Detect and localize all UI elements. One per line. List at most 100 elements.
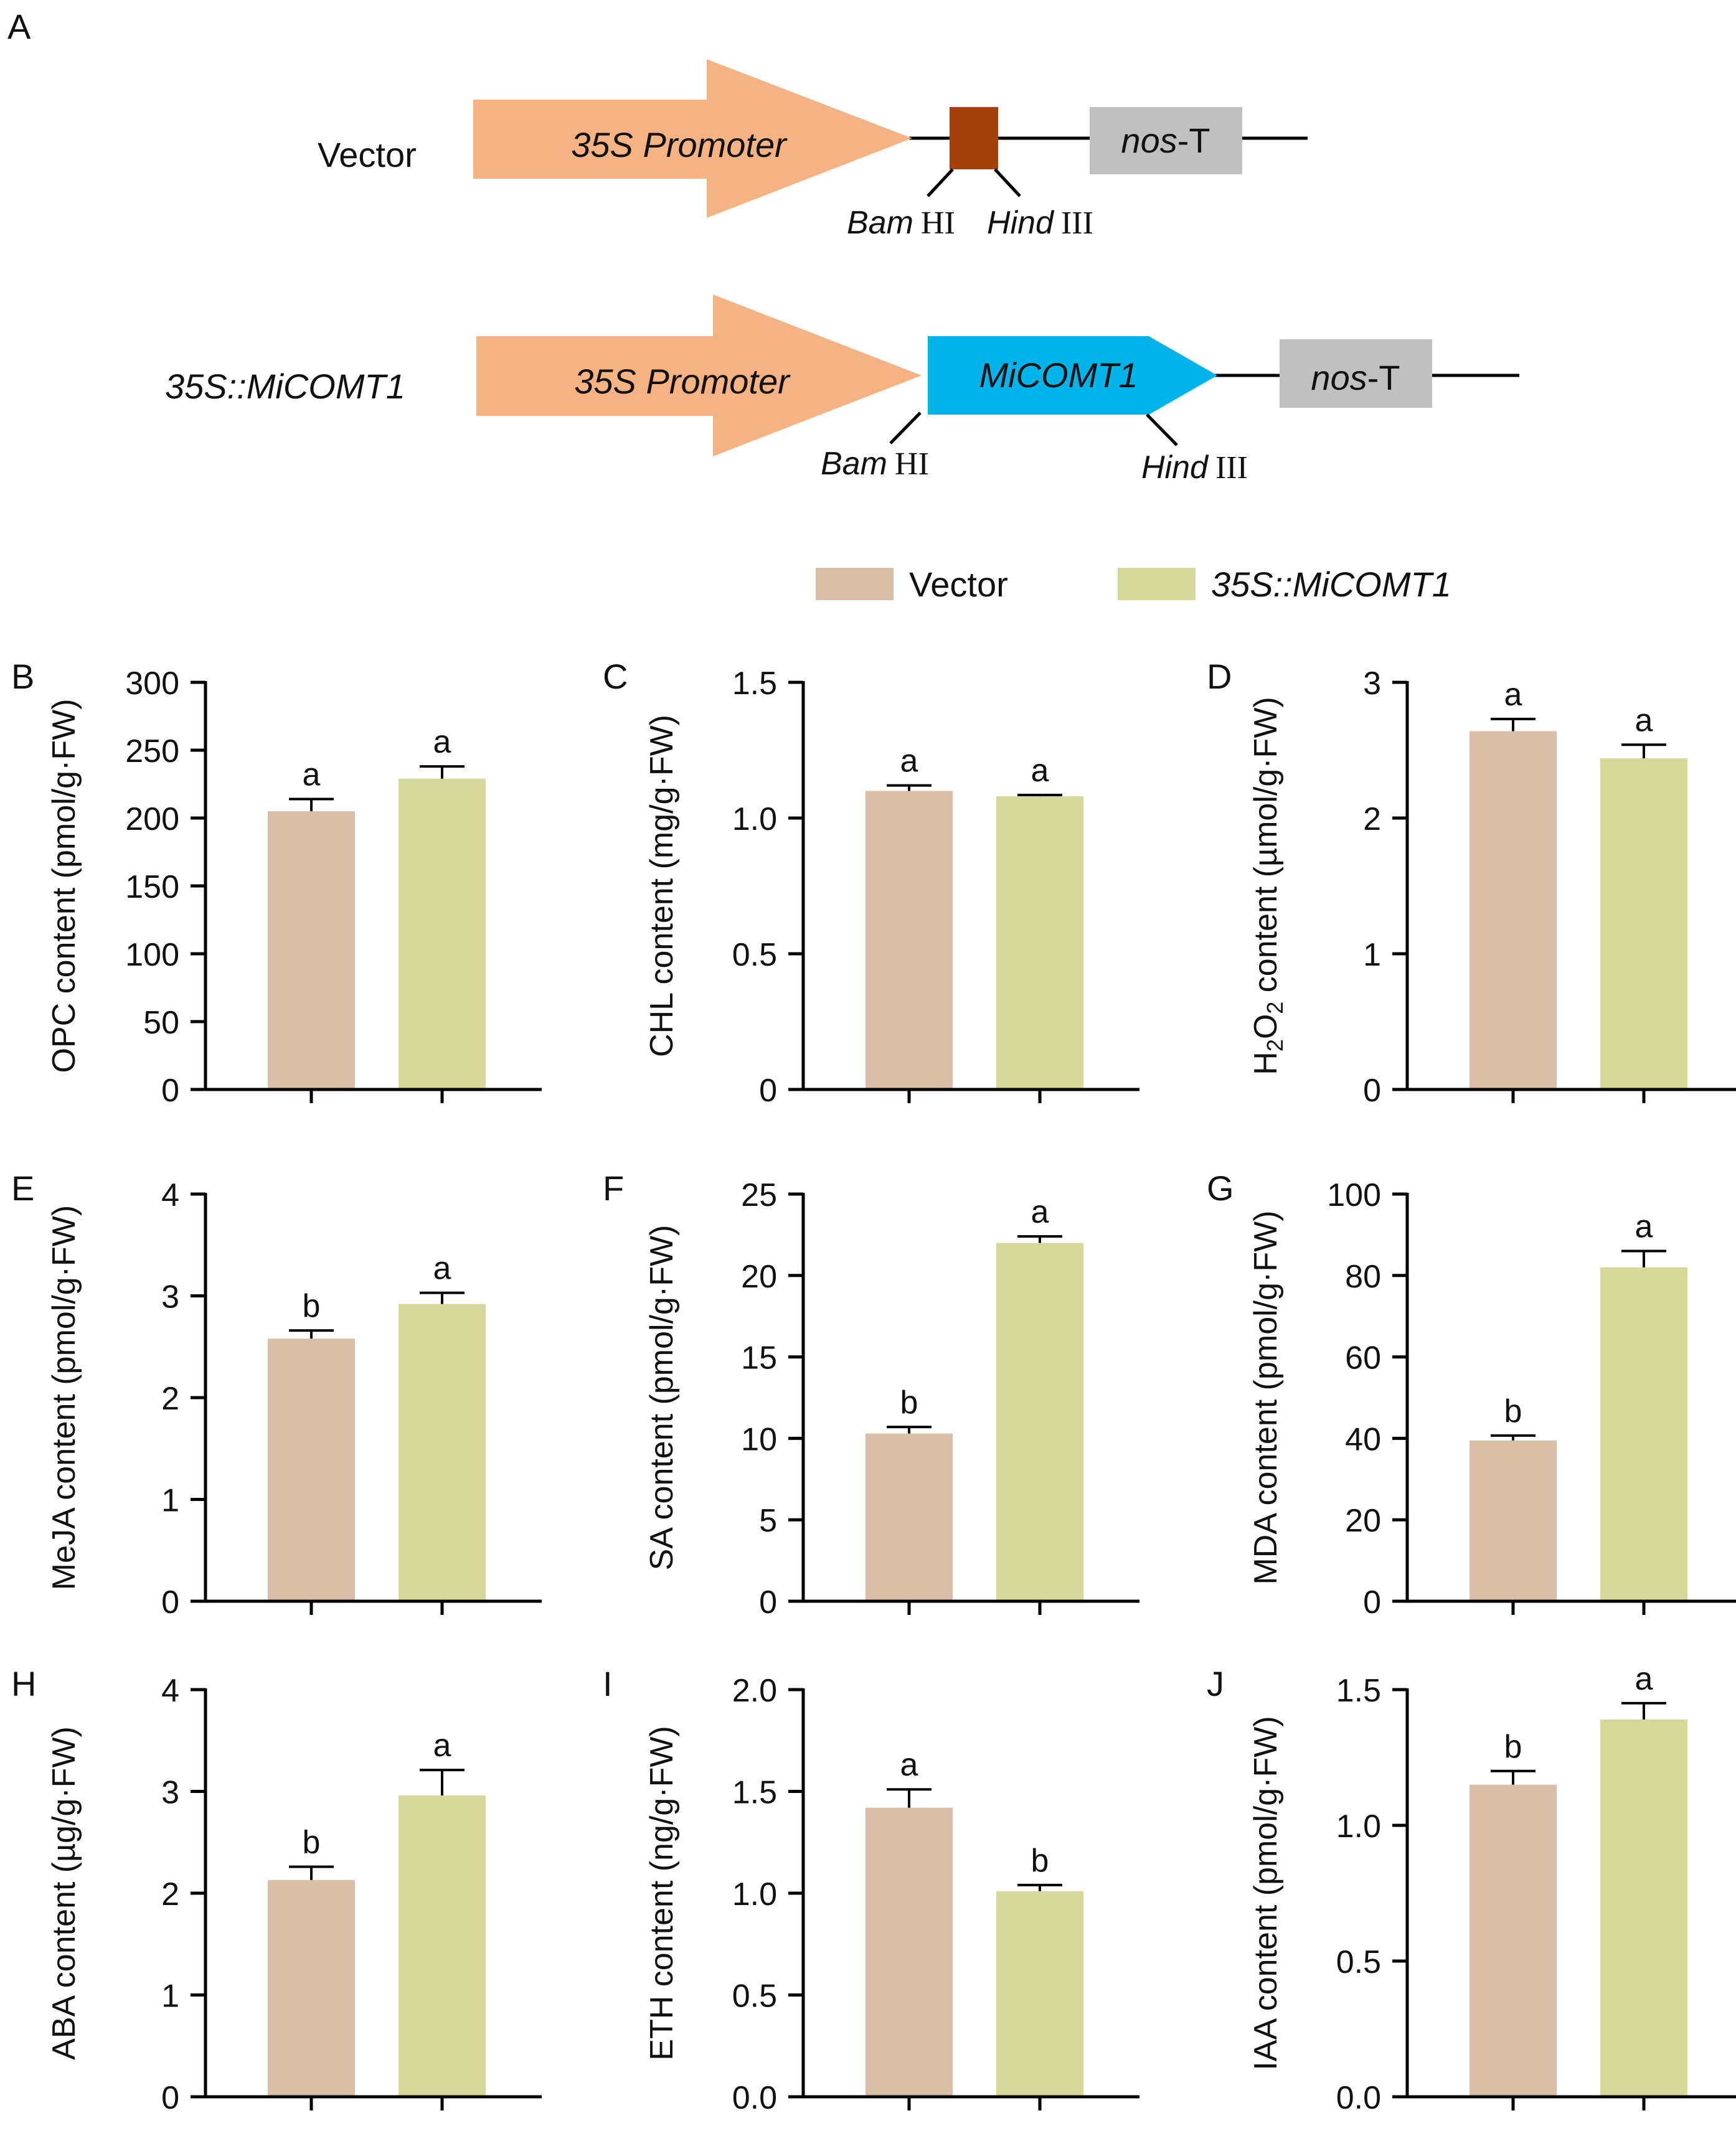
y-tick-label-h-2: 2 (161, 1876, 179, 1913)
overexp-gene-arrow (928, 336, 1217, 415)
panel-letter-f: F (603, 1169, 624, 1208)
y-axis-title-c: CHL content (mg/g·FW) (644, 715, 680, 1057)
y-tick-label-b-2: 100 (125, 937, 179, 973)
y-tick-label-c-1: 0.5 (732, 937, 777, 973)
y-tick-label-j-3: 1.5 (1336, 1673, 1381, 1709)
vector-bamhi-label: Bam HI (847, 205, 955, 241)
vector-promoter-arrow (473, 59, 912, 218)
panel-letter-g: G (1207, 1169, 1234, 1208)
y-axis-title-j: IAA content (pmol/g·FW) (1248, 1716, 1284, 2070)
bar-d-vector (1469, 731, 1557, 1089)
chart-j: Jb a 0.0 0.5 1.0 1.5 IAA content (pmol/g·FW) (1207, 1661, 1736, 2116)
y-axis-title-e: MeJA content (pmol/g·FW) (46, 1205, 82, 1590)
y-axis-title-f: SA content (pmol/g·FW) (644, 1225, 680, 1571)
y-tick-label-j-2: 1.0 (1336, 1809, 1381, 1845)
bar-d-overexp (1600, 758, 1687, 1089)
bar-g-vector (1469, 1440, 1557, 1601)
sig-letter-h-0: b (303, 1824, 321, 1860)
sig-letter-f-0: b (900, 1385, 918, 1421)
sig-letter-h-1: a (433, 1728, 451, 1764)
y-tick-label-g-1: 20 (1345, 1503, 1381, 1539)
overexp-promoter-label: 35S Promoter (574, 362, 791, 401)
bar-i-vector (866, 1807, 953, 2097)
y-axis-title-g: MDA content (pmol/g·FW) (1248, 1210, 1284, 1584)
bar-h-vector (268, 1880, 355, 2097)
y-tick-label-g-0: 0 (1363, 1584, 1381, 1621)
bar-j-overexp (1600, 1719, 1687, 2097)
y-tick-label-f-3: 15 (741, 1340, 777, 1376)
vector-construct: Vector 35S Promoter Bam HI Hind III nos-T (318, 59, 1308, 241)
legend-swatch-overexp (1118, 568, 1196, 600)
overexp-terminator-box (1280, 339, 1432, 408)
chart-f: Fb a 0 5 10 15 20 25 SA content (pmol/g·FW) (603, 1169, 1139, 1621)
y-tick-label-e-2: 2 (161, 1381, 179, 1417)
y-tick-label-c-0: 0 (759, 1073, 777, 1109)
y-axis-title-h: ABA content (µg/g·FW) (46, 1726, 82, 2060)
vector-terminator-label: nos-T (1121, 121, 1210, 160)
vector-construct-label: Vector (318, 135, 417, 174)
y-tick-label-c-2: 1.0 (732, 801, 777, 837)
legend-label-vector: Vector (909, 565, 1008, 604)
y-tick-label-i-3: 1.5 (732, 1775, 777, 1811)
y-tick-label-e-3: 3 (161, 1279, 179, 1315)
sig-letter-e-0: b (303, 1288, 321, 1324)
y-tick-label-g-4: 80 (1345, 1259, 1381, 1295)
legend-swatch-vector (816, 568, 894, 600)
panel-letter-b: B (11, 657, 34, 696)
vector-hindiii-label: Hind III (987, 205, 1093, 241)
panel-letter-d: D (1207, 657, 1232, 696)
vector-promoter-label: 35S Promoter (571, 125, 788, 164)
y-tick-label-d-2: 2 (1363, 801, 1381, 837)
y-tick-label-f-5: 25 (741, 1177, 777, 1213)
y-tick-label-b-1: 50 (143, 1005, 179, 1041)
sig-letter-f-1: a (1031, 1194, 1049, 1230)
sig-letter-g-1: a (1635, 1209, 1653, 1245)
y-tick-label-i-1: 0.5 (732, 1978, 777, 2015)
chart-h: Hb a 0 1 2 3 4 ABA content (µg/g·FW) (11, 1664, 542, 2116)
overexp-site-tick-left (889, 412, 922, 445)
chart-c: Ca a 0 0.5 1.0 1.5 CHL content (mg/g·FW) (603, 657, 1139, 1109)
y-tick-label-i-2: 1.0 (732, 1876, 777, 1913)
bar-i-overexp (996, 1891, 1083, 2097)
y-tick-label-g-2: 40 (1345, 1421, 1381, 1457)
bar-c-vector (866, 791, 953, 1089)
y-tick-label-e-0: 0 (161, 1584, 179, 1621)
bar-c-overexp (996, 796, 1083, 1089)
y-tick-label-b-6: 300 (125, 666, 179, 702)
bar-h-overexp (399, 1795, 486, 2097)
bar-f-vector (866, 1433, 953, 1601)
sig-letter-b-1: a (433, 724, 451, 760)
overexp-bamhi-label: Bam HI (821, 446, 929, 482)
bar-b-vector (268, 811, 355, 1089)
sig-letter-c-1: a (1031, 753, 1049, 789)
panel-letter-a: A (7, 7, 31, 46)
vector-terminator-box (1090, 107, 1242, 174)
sig-letter-i-1: b (1031, 1843, 1049, 1879)
y-tick-label-d-3: 3 (1363, 666, 1381, 702)
y-tick-label-f-0: 0 (759, 1584, 777, 1621)
overexp-terminator-label: nos-T (1311, 358, 1400, 397)
y-tick-label-h-0: 0 (161, 2080, 179, 2116)
bar-e-overexp (399, 1304, 486, 1601)
legend-label-overexp: 35S::MiCOMT1 (1211, 565, 1451, 604)
y-tick-label-h-1: 1 (161, 1978, 179, 2015)
panel-letter-h: H (11, 1664, 36, 1703)
legend: Vector 35S::MiCOMT1 (816, 565, 1451, 604)
sig-letter-d-0: a (1504, 677, 1522, 713)
y-tick-label-d-1: 1 (1363, 937, 1381, 973)
panel-letter-i: I (603, 1664, 613, 1703)
vector-site-tick-left (927, 168, 954, 197)
y-axis-title-d: H2O2 content (µmol/g·FW) (1248, 697, 1288, 1075)
panel-letter-e: E (11, 1169, 34, 1208)
y-tick-label-j-0: 0.0 (1336, 2080, 1381, 2116)
y-tick-label-f-1: 5 (759, 1503, 777, 1539)
overexp-gene-label: MiCOMT1 (979, 355, 1138, 395)
chart-i: Ia b 0.0 0.5 1.0 1.5 2.0 ETH content (ng/g·FW) (603, 1664, 1139, 2116)
sig-letter-g-0: b (1504, 1393, 1522, 1429)
y-tick-label-i-0: 0.0 (732, 2080, 777, 2116)
bar-e-vector (268, 1339, 355, 1601)
overexp-hindiii-label: Hind III (1141, 449, 1248, 486)
